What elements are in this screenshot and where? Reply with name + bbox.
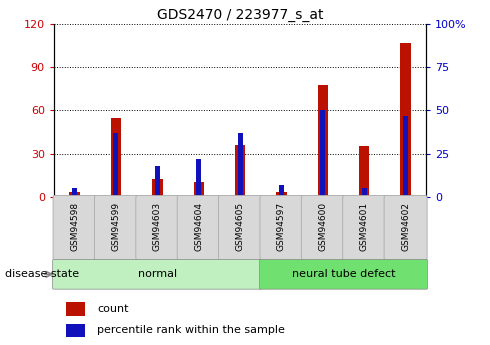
Bar bbox=[235, 145, 245, 197]
FancyBboxPatch shape bbox=[52, 259, 262, 289]
Bar bbox=[279, 185, 284, 197]
FancyBboxPatch shape bbox=[219, 195, 262, 260]
Bar bbox=[359, 146, 369, 197]
FancyBboxPatch shape bbox=[136, 195, 179, 260]
Text: neural tube defect: neural tube defect bbox=[292, 269, 395, 279]
Text: GSM94604: GSM94604 bbox=[194, 202, 203, 251]
Text: GSM94600: GSM94600 bbox=[318, 202, 327, 251]
Bar bbox=[70, 193, 80, 197]
Bar bbox=[194, 182, 204, 197]
FancyBboxPatch shape bbox=[384, 195, 427, 260]
Text: GSM94603: GSM94603 bbox=[153, 202, 162, 251]
Bar bbox=[320, 110, 325, 197]
Bar bbox=[318, 85, 328, 197]
Text: percentile rank within the sample: percentile rank within the sample bbox=[97, 325, 285, 335]
FancyBboxPatch shape bbox=[53, 195, 96, 260]
Bar bbox=[403, 116, 408, 197]
Text: GSM94597: GSM94597 bbox=[277, 202, 286, 251]
Text: GSM94598: GSM94598 bbox=[70, 202, 79, 251]
Bar bbox=[362, 188, 367, 197]
Text: GSM94601: GSM94601 bbox=[360, 202, 369, 251]
FancyBboxPatch shape bbox=[343, 195, 386, 260]
Bar bbox=[155, 166, 160, 197]
Text: GSM94599: GSM94599 bbox=[111, 202, 121, 251]
FancyBboxPatch shape bbox=[95, 195, 138, 260]
Bar bbox=[66, 302, 85, 316]
Bar bbox=[66, 324, 85, 337]
Bar bbox=[238, 133, 243, 197]
FancyBboxPatch shape bbox=[177, 195, 220, 260]
Bar bbox=[111, 118, 121, 197]
Text: GSM94602: GSM94602 bbox=[401, 202, 410, 251]
Bar bbox=[152, 179, 163, 197]
Text: count: count bbox=[97, 304, 128, 314]
Text: normal: normal bbox=[138, 269, 177, 279]
Bar bbox=[114, 133, 119, 197]
Title: GDS2470 / 223977_s_at: GDS2470 / 223977_s_at bbox=[157, 8, 323, 22]
Bar bbox=[196, 159, 201, 197]
FancyBboxPatch shape bbox=[301, 195, 344, 260]
Text: disease state: disease state bbox=[5, 269, 79, 279]
Text: GSM94605: GSM94605 bbox=[236, 202, 245, 251]
Bar bbox=[72, 188, 77, 197]
FancyBboxPatch shape bbox=[260, 195, 303, 260]
FancyBboxPatch shape bbox=[260, 259, 428, 289]
Bar bbox=[276, 193, 287, 197]
Bar bbox=[400, 43, 411, 197]
